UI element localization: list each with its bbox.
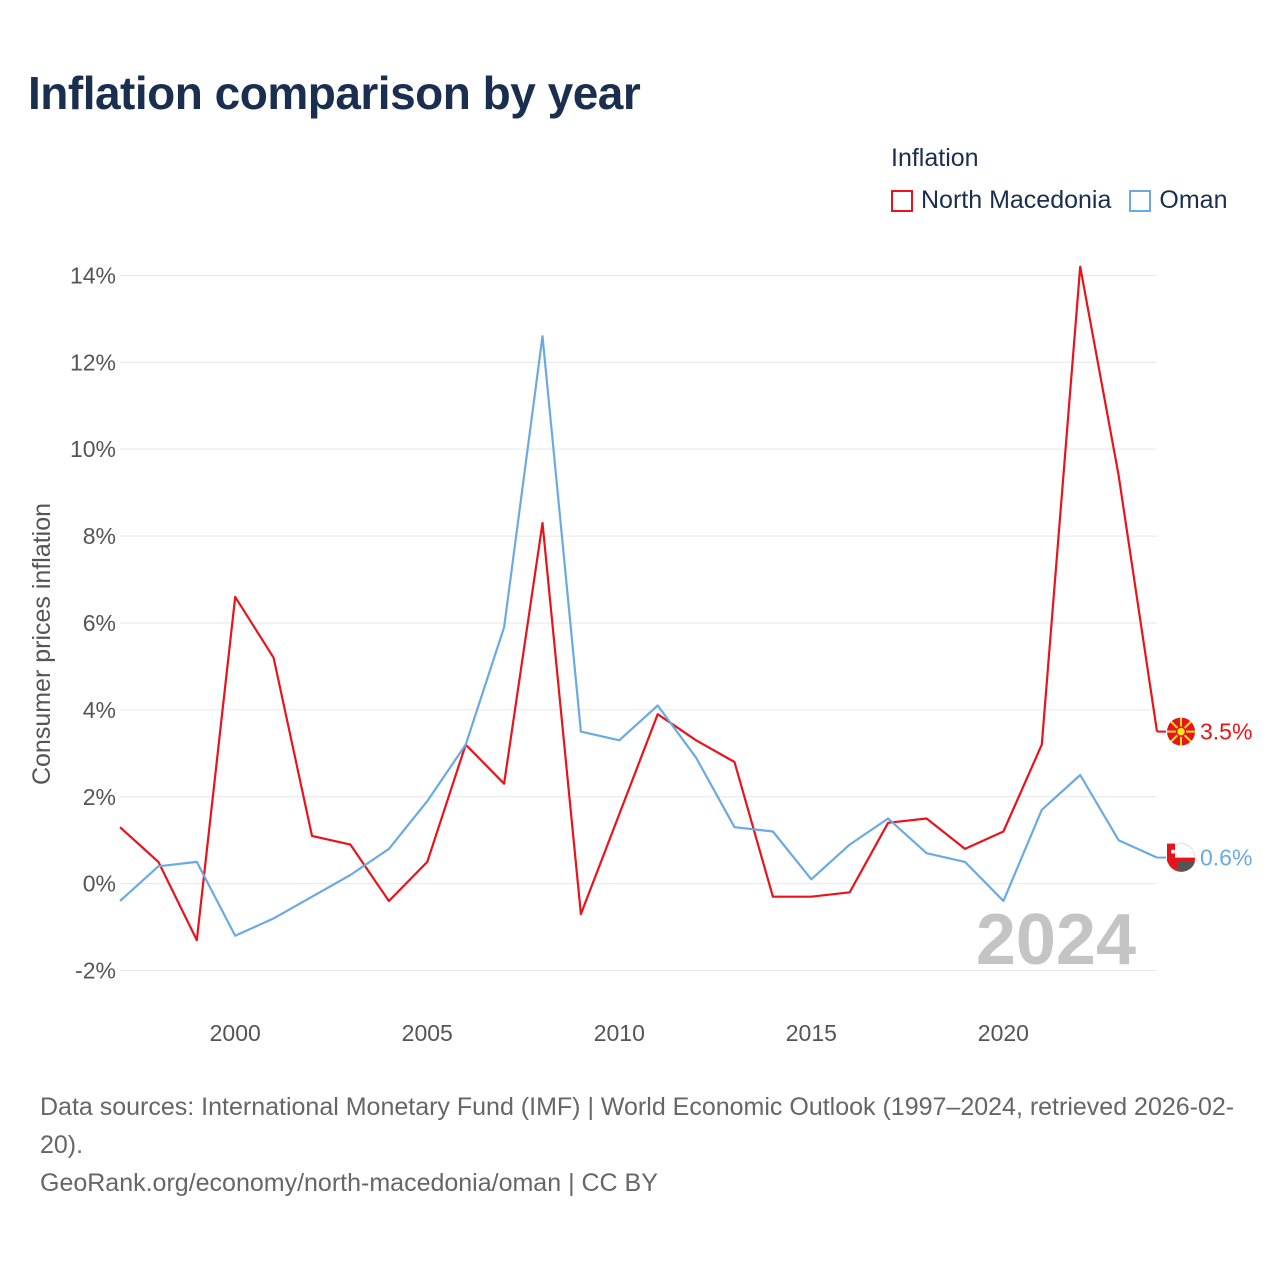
flag-emblem [1171, 849, 1175, 854]
flag-dark-band [1177, 861, 1195, 872]
y-tick-label: 12% [70, 349, 116, 375]
legend: North Macedonia Oman [891, 186, 1245, 215]
y-axis-title: Consumer prices inflation [28, 503, 56, 785]
end-value-label-north-macedonia: 3.5% [1200, 719, 1252, 745]
x-tick-label: 2000 [210, 1020, 261, 1046]
y-tick-label: 0% [83, 871, 116, 897]
x-tick-label: 2015 [786, 1020, 837, 1046]
legend-swatch-oman [1129, 189, 1152, 212]
footer: Data sources: International Monetary Fun… [40, 1088, 1250, 1202]
legend-label-oman: Oman [1159, 186, 1228, 214]
end-value-label-oman: 0.6% [1200, 845, 1252, 871]
y-tick-label: 4% [83, 697, 116, 723]
x-tick-label: 2020 [978, 1020, 1029, 1046]
y-tick-label: 8% [83, 523, 116, 549]
y-tick-label: 6% [83, 610, 116, 636]
flag-sun [1175, 726, 1187, 737]
y-tick-label: 14% [70, 262, 116, 288]
year-watermark: 2024 [976, 900, 1136, 980]
chart-title: Inflation comparison by year [28, 67, 641, 119]
flag-hoist [1167, 843, 1175, 862]
x-tick-label: 2005 [402, 1020, 453, 1046]
legend-item-north-macedonia[interactable]: North Macedonia [891, 186, 1111, 215]
legend-swatch-north-macedonia [891, 189, 913, 212]
legend-title: Inflation [891, 144, 979, 172]
legend-label-north-macedonia: North Macedonia [921, 186, 1112, 214]
data-source-text: Data sources: International Monetary Fun… [40, 1093, 1235, 1159]
y-tick-label: -2% [75, 958, 116, 984]
line-chart: -2% 0% 2% 4% 6% 8% 10% 12% 14% 2000 2005 2010 2015 20… [28, 262, 1252, 1046]
credit-text: GeoRank.org/economy/north-macedonia/oman… [40, 1169, 658, 1197]
legend-item-oman[interactable]: Oman [1129, 186, 1227, 215]
y-tick-label: 10% [70, 436, 116, 462]
series-line-north-macedonia [119, 265, 1159, 942]
series-line-oman [119, 335, 1158, 937]
x-tick-label: 2010 [594, 1020, 645, 1046]
y-tick-label: 2% [83, 784, 116, 810]
